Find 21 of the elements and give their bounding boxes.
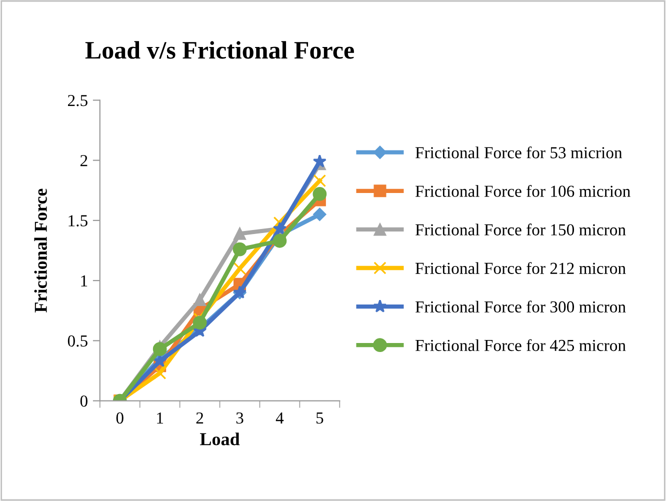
y-tick-label: 1.5 (68, 215, 88, 226)
x-axis-title: Load (200, 432, 240, 446)
x-tick-label: 0 (116, 412, 124, 424)
legend-label: Frictional Force for 212 micron (415, 262, 626, 274)
chart-title: Load v/s Frictional Force (85, 41, 354, 59)
y-tick-label: 0.5 (68, 335, 88, 347)
x-tick-label: 3 (236, 412, 244, 424)
x-tick-label: 1 (157, 412, 164, 424)
x-tick-label: 5 (316, 412, 324, 424)
y-tick-label: 1 (81, 275, 88, 286)
y-tick-label: 0 (80, 396, 88, 407)
legend-label: Frictional Force for 53 micrion (415, 146, 622, 158)
legend-label: Frictional Force for 300 micron (415, 300, 626, 313)
legend-label: Frictional Force for 425 micron (415, 339, 626, 352)
legend-label: Frictional Force for 106 micrion (415, 185, 630, 197)
x-tick-label: 2 (196, 412, 204, 424)
y-axis-title: Frictional Force (34, 188, 47, 312)
y-tick-label: 2.5 (68, 94, 88, 106)
x-tick-label: 4 (276, 412, 284, 424)
y-tick-label: 2 (80, 155, 88, 166)
legend-label: Frictional Force for 150 micron (415, 224, 626, 236)
